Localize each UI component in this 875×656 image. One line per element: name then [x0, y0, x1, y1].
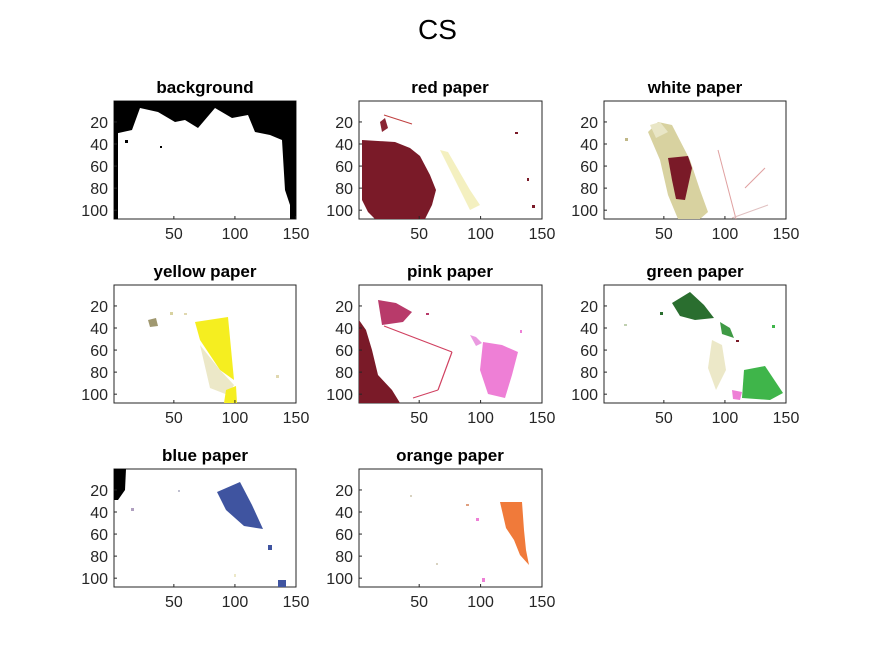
x-tick-label: 150: [773, 410, 800, 427]
y-tick-label: 60: [90, 343, 108, 360]
x-tick-label: 50: [655, 226, 673, 243]
segmentation-mask: [148, 312, 279, 403]
y-tick-label: 100: [571, 387, 598, 404]
y-tick-label: 100: [326, 387, 353, 404]
x-tick-label: 50: [165, 410, 183, 427]
panel-title: blue paper: [162, 446, 248, 465]
y-tick-label: 80: [580, 365, 598, 382]
x-tick-label: 50: [410, 594, 428, 611]
x-tick-label: 50: [410, 410, 428, 427]
y-tick-label: 40: [90, 321, 108, 338]
segmentation-mask: [410, 495, 529, 582]
y-tick-label: 100: [571, 203, 598, 220]
panel-title: green paper: [646, 262, 744, 281]
panel-title: white paper: [647, 78, 743, 97]
y-tick-label: 40: [90, 505, 108, 522]
y-tick-label: 20: [335, 483, 353, 500]
y-tick-label: 40: [90, 137, 108, 154]
y-tick-label: 60: [335, 159, 353, 176]
y-tick-label: 80: [90, 549, 108, 566]
axes-frame: [113, 468, 297, 588]
y-tick-label: 100: [81, 571, 108, 588]
y-tick-label: 40: [335, 505, 353, 522]
y-tick-label: 60: [580, 159, 598, 176]
panel-white-paper: white paper: [603, 78, 787, 220]
segmentation-mask: [114, 101, 296, 219]
y-tick-label: 40: [580, 137, 598, 154]
y-tick-label: 20: [90, 115, 108, 132]
panel-title: orange paper: [396, 446, 504, 465]
y-tick-label: 80: [335, 181, 353, 198]
y-tick-label: 60: [90, 527, 108, 544]
y-tick-label: 40: [335, 137, 353, 154]
panel-yellow-paper: yellow paper: [113, 262, 297, 404]
y-tick-label: 20: [580, 299, 598, 316]
x-tick-label: 100: [712, 226, 739, 243]
panel-title: yellow paper: [154, 262, 257, 281]
y-tick-label: 100: [81, 203, 108, 220]
x-tick-label: 100: [467, 226, 494, 243]
y-tick-label: 100: [326, 571, 353, 588]
panel-pink-paper: pink paper: [358, 262, 543, 404]
y-tick-label: 80: [335, 365, 353, 382]
x-tick-label: 100: [712, 410, 739, 427]
x-tick-label: 100: [467, 594, 494, 611]
panel-orange-paper: orange paper: [358, 446, 543, 588]
axes-ticks: 50 100 150 20 40 60 80 100 50 100 150 20 40 60 80 100 50…: [81, 115, 799, 611]
panel-title: pink paper: [407, 262, 493, 281]
y-tick-label: 60: [335, 527, 353, 544]
segmentation-mask: [362, 114, 535, 219]
y-tick-label: 40: [335, 321, 353, 338]
y-tick-label: 20: [580, 115, 598, 132]
x-tick-label: 100: [222, 410, 249, 427]
panel-background: background: [113, 78, 297, 220]
x-tick-label: 150: [283, 410, 310, 427]
segmentation-mask: [625, 122, 769, 220]
y-tick-label: 20: [90, 299, 108, 316]
y-tick-label: 40: [580, 321, 598, 338]
panel-green-paper: green paper: [603, 262, 787, 404]
segmentation-mask: [359, 300, 522, 403]
y-tick-label: 60: [580, 343, 598, 360]
y-tick-label: 60: [335, 343, 353, 360]
y-tick-label: 100: [326, 203, 353, 220]
x-tick-label: 150: [283, 226, 310, 243]
y-tick-label: 20: [335, 299, 353, 316]
x-tick-label: 100: [222, 594, 249, 611]
x-tick-label: 50: [655, 410, 673, 427]
y-tick-label: 100: [81, 387, 108, 404]
y-tick-label: 20: [335, 115, 353, 132]
x-tick-label: 150: [283, 594, 310, 611]
x-tick-label: 50: [165, 594, 183, 611]
y-tick-label: 20: [90, 483, 108, 500]
y-tick-label: 80: [90, 181, 108, 198]
y-tick-label: 80: [90, 365, 108, 382]
y-tick-label: 60: [90, 159, 108, 176]
panel-title: background: [156, 78, 253, 97]
panel-red-paper: red paper: [358, 78, 543, 220]
y-tick-label: 80: [580, 181, 598, 198]
figure-title: CS: [418, 14, 457, 45]
x-tick-label: 150: [773, 226, 800, 243]
x-tick-label: 150: [529, 594, 556, 611]
panel-title: red paper: [411, 78, 489, 97]
x-tick-label: 100: [222, 226, 249, 243]
x-tick-label: 150: [529, 226, 556, 243]
x-tick-label: 50: [165, 226, 183, 243]
segmentation-mask: [114, 469, 286, 587]
y-tick-label: 80: [335, 549, 353, 566]
x-tick-label: 100: [467, 410, 494, 427]
segmentation-mask: [624, 292, 783, 400]
panel-blue-paper: blue paper: [113, 446, 297, 588]
x-tick-label: 50: [410, 226, 428, 243]
x-tick-label: 150: [529, 410, 556, 427]
